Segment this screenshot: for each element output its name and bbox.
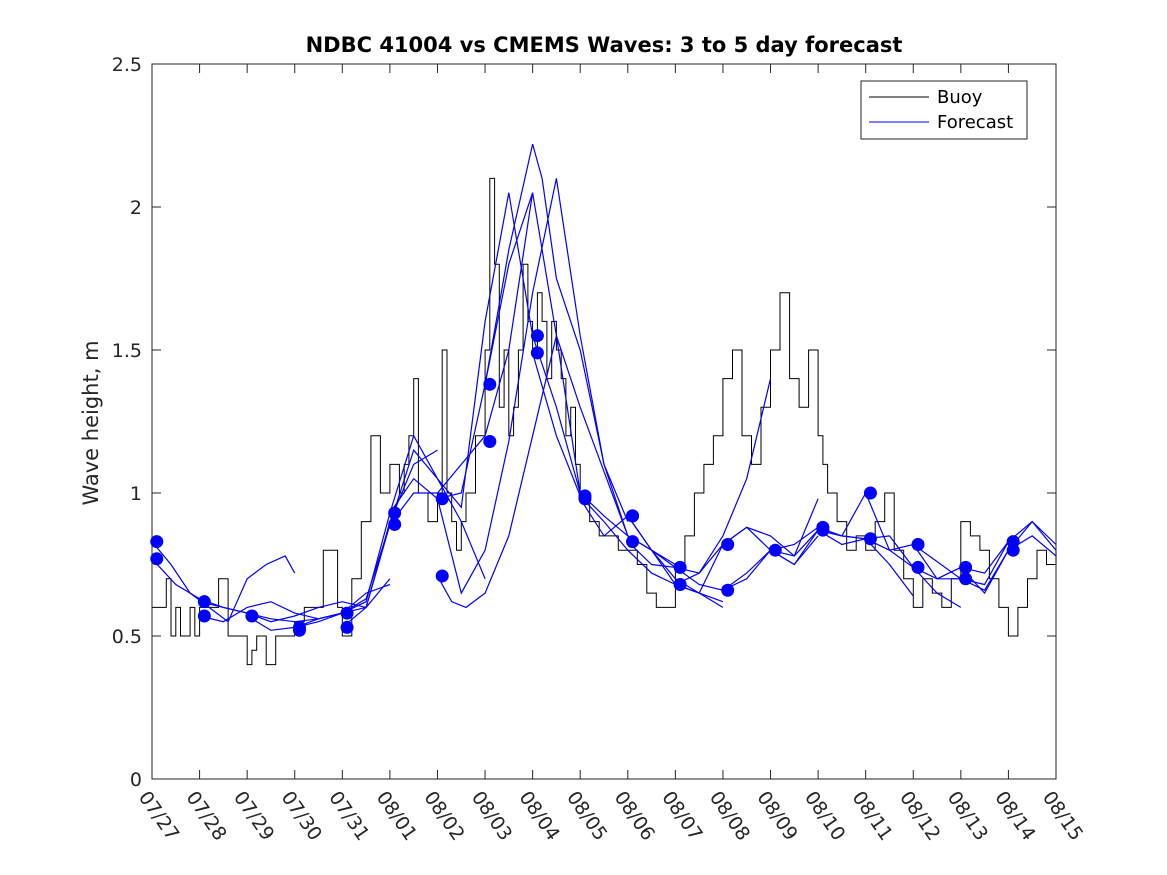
axes-box — [151, 63, 1057, 780]
legend-buoy-label: Buoy — [937, 87, 983, 108]
forecast-series-line — [436, 178, 629, 595]
legend: Buoy Forecast — [860, 80, 1028, 140]
forecast-marker — [816, 523, 830, 537]
forecast-marker — [292, 623, 306, 637]
forecast-marker — [626, 535, 640, 549]
forecast-series-line — [151, 541, 296, 623]
forecast-marker — [150, 552, 164, 566]
chart-title: NDBC 41004 vs CMEMS Waves: 3 to 5 day fo… — [306, 33, 903, 57]
forecast-marker — [673, 578, 687, 592]
forecast-marker — [483, 377, 497, 391]
forecast-marker — [435, 492, 449, 506]
forecast-series-line — [484, 143, 676, 566]
forecast-marker — [530, 329, 544, 343]
forecast-marker — [388, 517, 402, 531]
forecast-marker — [340, 620, 354, 634]
forecast-marker — [435, 569, 449, 583]
y-tick-label: 2 — [130, 197, 142, 219]
forecast-marker — [1006, 543, 1020, 557]
forecast-marker — [911, 537, 925, 551]
forecast-series-line — [342, 192, 534, 614]
y-tick-label: 1 — [130, 483, 142, 505]
forecast-series-line — [436, 333, 629, 609]
forecast-marker — [863, 532, 877, 546]
forecast-marker — [959, 560, 973, 574]
buoy-series-line — [152, 177, 1057, 666]
forecast-marker — [768, 543, 782, 557]
y-tick-label: 0 — [130, 769, 142, 791]
forecast-marker — [959, 572, 973, 586]
forecast-series-line — [341, 192, 534, 628]
legend-forecast-label: Forecast — [937, 112, 1013, 133]
forecast-marker — [578, 492, 592, 506]
forecast-marker — [150, 535, 164, 549]
y-tick-label: 1.5 — [112, 340, 142, 362]
y-tick-label: 2.5 — [112, 54, 142, 76]
forecast-marker — [388, 506, 402, 520]
forecast-marker — [863, 486, 877, 500]
forecast-series-line — [912, 535, 1057, 591]
forecast-marker — [245, 609, 259, 623]
forecast-marker — [197, 595, 211, 609]
forecast-marker — [721, 583, 735, 597]
forecast-marker — [911, 560, 925, 574]
forecast-marker — [340, 606, 354, 620]
forecast-series-line — [532, 335, 724, 603]
y-tick-label: 0.5 — [112, 626, 142, 648]
forecast-series-line — [199, 583, 391, 623]
forecast-marker — [673, 560, 687, 574]
legend-box — [860, 80, 1028, 140]
forecast-marker — [626, 509, 640, 523]
forecast-marker — [197, 609, 211, 623]
forecast-marker — [721, 537, 735, 551]
y-axis-label: Wave height, m — [79, 340, 103, 505]
forecast-marker — [483, 435, 497, 449]
forecast-marker — [530, 346, 544, 360]
